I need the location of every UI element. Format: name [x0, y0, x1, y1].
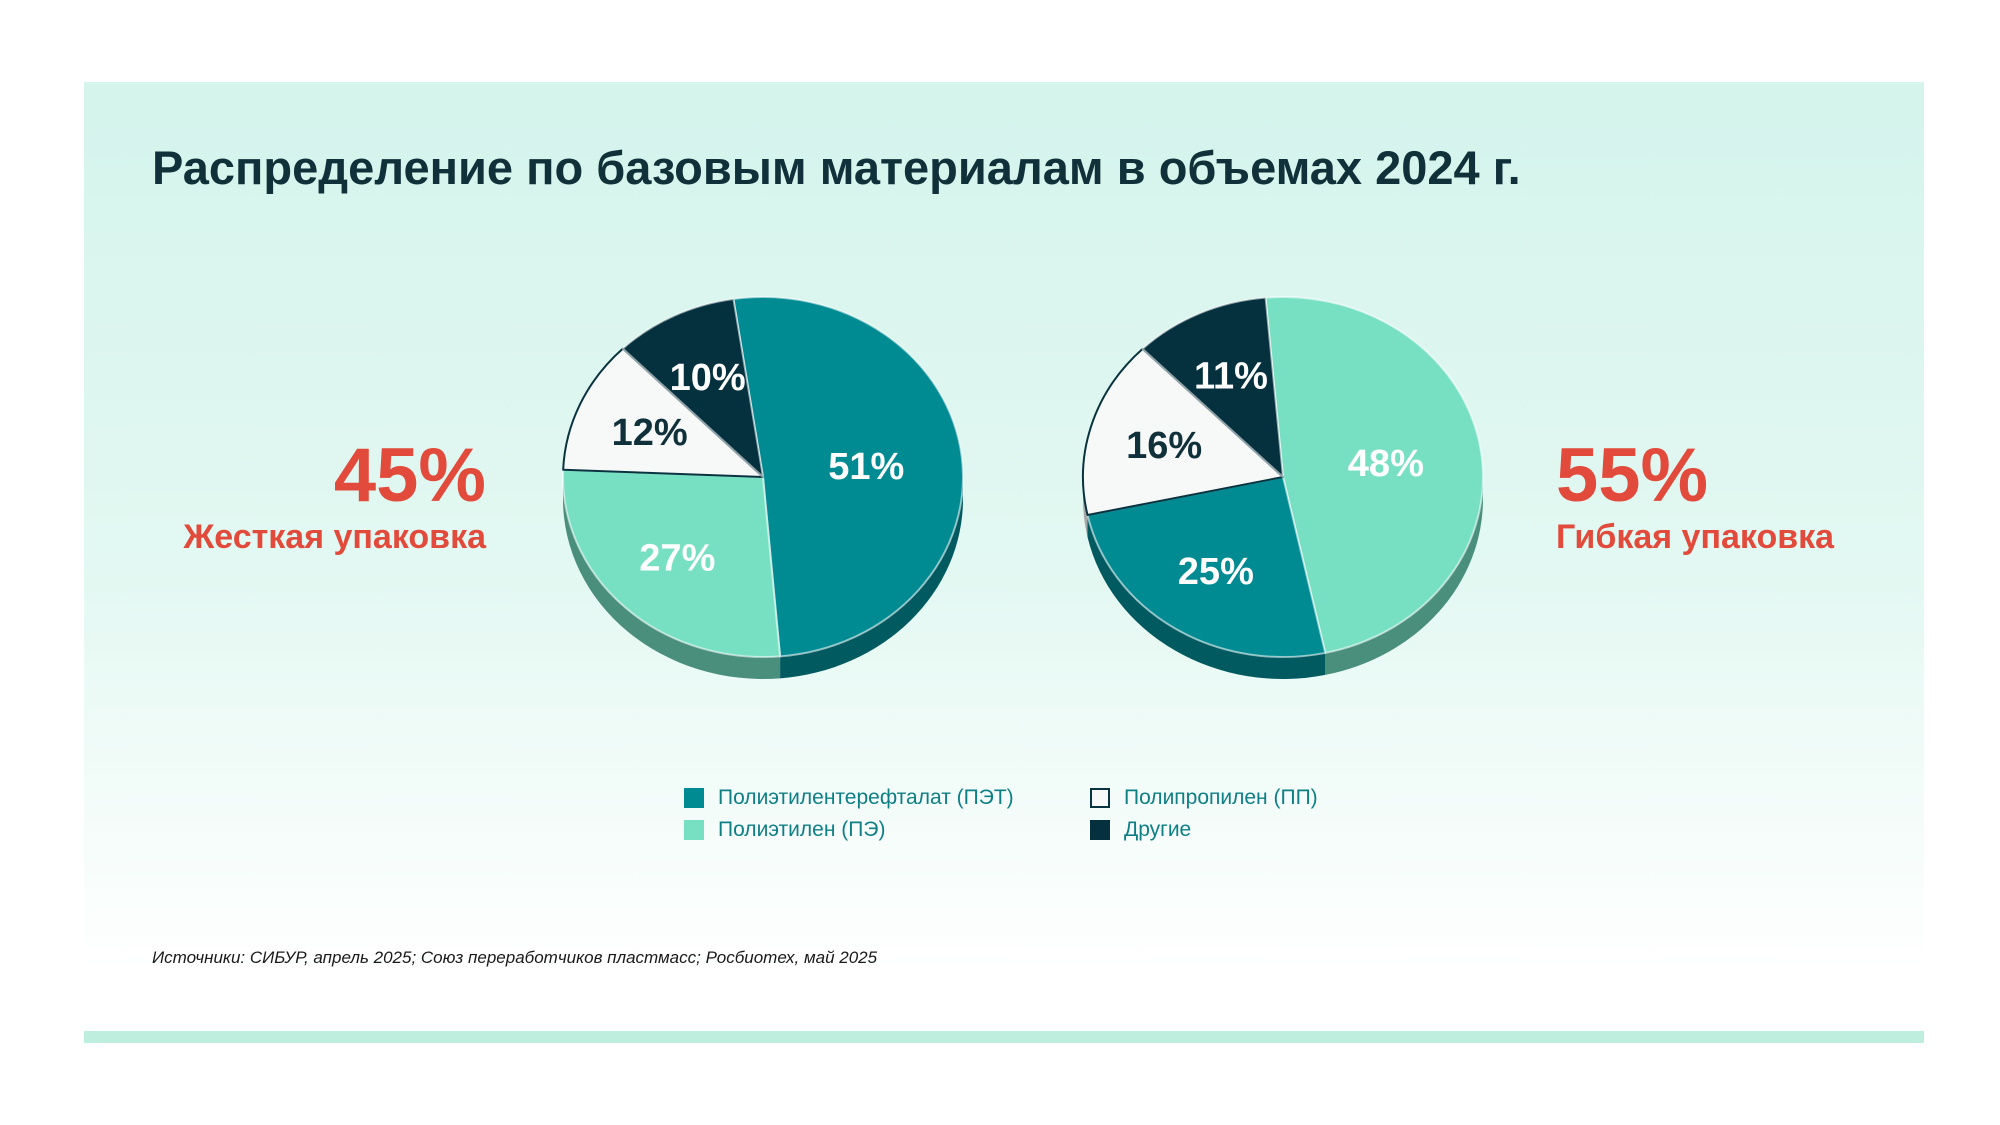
pie-slice-other — [621, 297, 764, 478]
pie-slice-pe — [1264, 296, 1484, 654]
pie-side-pet — [1087, 515, 1326, 679]
legend: Полиэтилентерефталат (ПЭТ) Полипропилен … — [684, 786, 1364, 850]
flexible-packaging-percent: 55% — [1556, 433, 1709, 518]
chart-title: Распределение по базовым материалам в об… — [152, 141, 1521, 194]
legend-item-pet: Полиэтилентерефталат (ПЭТ) — [684, 786, 1014, 810]
pie-side-pe — [1325, 477, 1483, 675]
pie-slice-pet — [1086, 476, 1327, 658]
pie-label-pe: 48% — [1348, 443, 1424, 485]
legend-item-pe: Полиэтилен (ПЭ) — [684, 818, 885, 842]
bottom-accent-bar — [84, 1031, 1924, 1043]
pie-label-pet: 51% — [828, 446, 904, 488]
pie-slice-pe — [562, 468, 782, 658]
pie-label-pp: 12% — [612, 412, 688, 454]
legend-label-pp: Полипропилен (ПП) — [1124, 786, 1318, 809]
legend-item-other: Другие — [1090, 818, 1191, 842]
legend-label-other: Другие — [1124, 818, 1192, 841]
pie-side-pet — [780, 477, 963, 679]
pie-sides — [563, 477, 963, 679]
rigid-packaging-percent: 45% — [333, 433, 486, 518]
source-note: Источники: СИБУР, апрель 2025; Союз пере… — [152, 948, 878, 967]
pie-side-pe — [563, 477, 781, 679]
rigid-packaging-kpi: 45% Жесткая упаковка — [184, 436, 486, 558]
flexible-packaging-pie: 48% 25% 16% 11% — [1082, 296, 1484, 679]
pie-slice-pp — [562, 347, 764, 478]
pie-label-pet: 25% — [1178, 551, 1254, 593]
legend-swatch-pet — [684, 788, 704, 808]
legend-swatch-pp — [1090, 788, 1110, 808]
rigid-packaging-pie: 51% 27% 12% 10% — [562, 296, 964, 679]
pie-label-pe: 27% — [639, 538, 715, 580]
legend-label-pe: Полиэтилен (ПЭ) — [718, 818, 886, 841]
flexible-packaging-label: Гибкая упаковка — [1556, 518, 1835, 556]
legend-swatch-other — [1090, 820, 1110, 840]
rigid-packaging-label: Жесткая упаковка — [183, 518, 486, 556]
pie-slice-pet — [732, 296, 964, 658]
legend-swatch-pe — [684, 820, 704, 840]
flexible-packaging-kpi: 55% Гибкая упаковка — [1556, 436, 1834, 558]
pie-slice-other — [1141, 296, 1284, 478]
legend-item-pp: Полипропилен (ПП) — [1090, 786, 1318, 810]
pie-label-other: 11% — [1194, 356, 1268, 398]
chart-panel — [84, 82, 1924, 970]
pie-slice-pp — [1082, 347, 1284, 517]
legend-label-pet: Полиэтилентерефталат (ПЭТ) — [718, 786, 1014, 809]
pie-label-pp: 16% — [1126, 425, 1202, 467]
pie-label-other: 10% — [670, 357, 746, 399]
